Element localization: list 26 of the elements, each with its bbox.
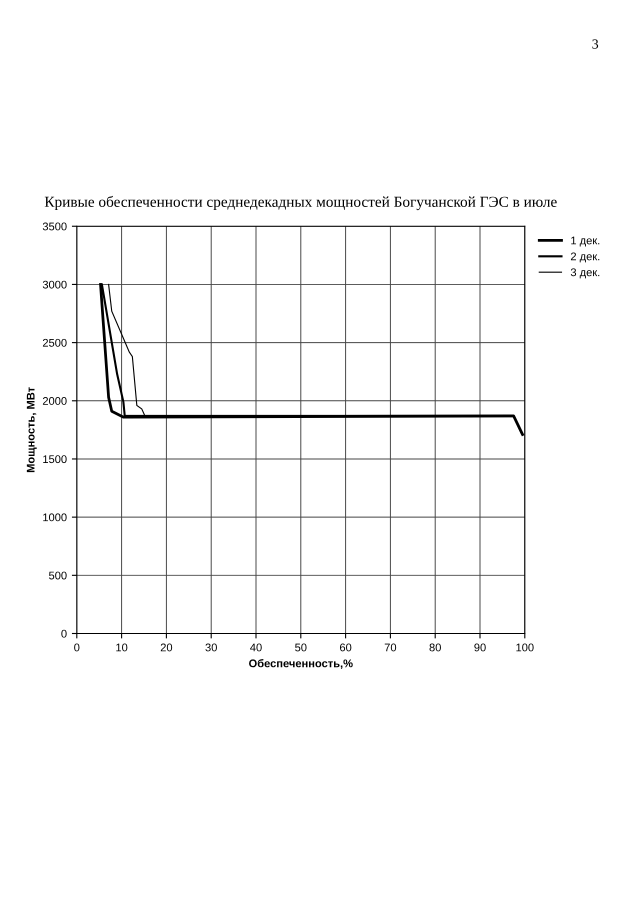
x-tick-label: 60 <box>340 644 352 652</box>
y-tick-label: 3500 <box>42 222 67 230</box>
x-tick-label: 100 <box>516 644 534 652</box>
y-tick-label: 2500 <box>42 338 67 347</box>
chart-title: Кривые обеспеченности среднедекадных мощностей Богучанской ГЭС в июле <box>44 196 557 210</box>
x-tick-label: 50 <box>295 644 307 652</box>
y-tick-label: 3000 <box>42 280 67 289</box>
x-tick-label: 10 <box>116 644 128 652</box>
x-tick-label: 70 <box>384 644 396 652</box>
x-tick-label: 40 <box>250 644 262 652</box>
legend-label: 3 дек. <box>570 268 600 278</box>
legend-label: 2 дек. <box>570 252 600 262</box>
x-tick-label: 90 <box>474 644 486 652</box>
x-tick-label: 80 <box>430 644 441 652</box>
legend-label: 1 дек. <box>571 236 600 247</box>
y-tick-label: 0 <box>61 630 67 638</box>
y-tick-label: 500 <box>48 572 67 580</box>
x-tick-label: 0 <box>74 644 80 652</box>
y-tick-label: 1500 <box>43 455 67 464</box>
x-tick-label: 20 <box>160 644 172 652</box>
y-tick-label: 2000 <box>42 397 67 405</box>
x-axis-title: Обеспеченность,% <box>249 659 353 669</box>
text: 3 <box>592 39 598 49</box>
y-tick-label: 1000 <box>43 513 67 522</box>
x-tick-label: 30 <box>205 644 217 652</box>
y-axis-title: Мощность, МВт <box>26 387 37 472</box>
